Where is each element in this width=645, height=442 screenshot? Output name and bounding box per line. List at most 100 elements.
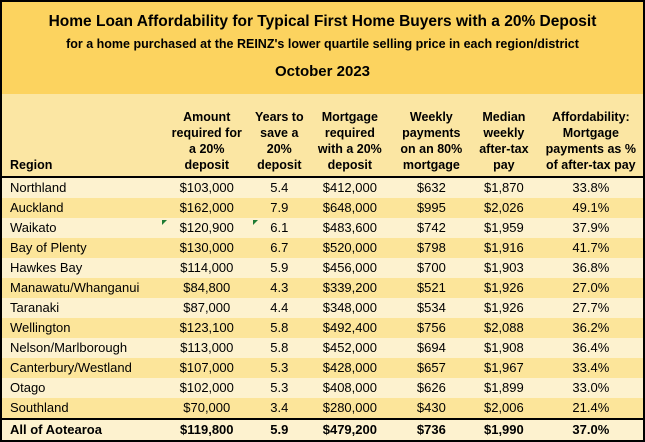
cell-mortgage: $520,000 <box>322 240 377 255</box>
table-row: Northland $103,000 5.4 $412,000 $632 $1,870 33… <box>2 178 643 198</box>
table-row: Hawkes Bay $114,000 5.9 $456,000 $700 $1,903 3… <box>2 258 643 278</box>
cell-region: Wellington <box>10 320 71 335</box>
cell-years: 5.8 <box>270 320 289 335</box>
cell-mortgage: $339,200 <box>322 280 377 295</box>
cell-mortgage: $428,000 <box>322 360 377 375</box>
cell-region: Nelson/Marlborough <box>10 340 128 355</box>
cell-median: $2,006 <box>483 400 524 415</box>
cell-weekly: $657 <box>416 360 446 375</box>
cell-years: 5.4 <box>270 180 289 195</box>
cell-median: $2,088 <box>483 320 524 335</box>
cell-median: $1,926 <box>483 300 524 315</box>
cell-median: $1,967 <box>483 360 524 375</box>
column-header-weekly: Weekly payments on an 80% mortgage <box>400 110 463 172</box>
column-header-afford: Affordability: Mortgage payments as % of… <box>545 110 636 172</box>
cell-years: 4.3 <box>270 280 289 295</box>
cell-afford: 36.4% <box>572 340 610 355</box>
cell-region: Southland <box>10 400 69 415</box>
table-row: Wellington $123,100 5.8 $492,400 $756 $2,088 3… <box>2 318 643 338</box>
table-row: Manawatu/Whanganui $84,800 4.3 $339,200 $521… <box>2 278 643 298</box>
report-subtitle: for a home purchased at the REINZ's lowe… <box>66 37 579 51</box>
green-flag-icon <box>162 220 168 225</box>
cell-median: $1,990 <box>483 422 524 437</box>
cell-years: 5.9 <box>270 260 289 275</box>
cell-weekly: $700 <box>416 260 446 275</box>
column-header-median: Median weekly after-tax pay <box>479 110 529 172</box>
column-header-mortgage: Mortgage required with a 20% deposit <box>317 110 382 172</box>
cell-afford: 37.0% <box>572 422 610 437</box>
cell-region: Northland <box>10 180 67 195</box>
cell-years: 7.9 <box>270 200 289 215</box>
cell-weekly: $534 <box>416 300 446 315</box>
cell-weekly: $626 <box>416 380 446 395</box>
cell-amount: $120,900 <box>161 218 252 238</box>
column-header-region: Region <box>10 158 53 172</box>
cell-afford: 33.8% <box>572 180 610 195</box>
cell-region: Hawkes Bay <box>10 260 83 275</box>
cell-years: 5.9 <box>270 422 289 437</box>
cell-mortgage: $483,600 <box>322 220 377 235</box>
cell-weekly: $694 <box>416 340 446 355</box>
table-row: Waikato $120,900 6.1 $483,600 $742 $1,959 37.9… <box>2 218 643 238</box>
table-row: Nelson/Marlborough $113,000 5.8 $452,000 $69… <box>2 338 643 358</box>
cell-amount: $123,100 <box>179 320 234 335</box>
table-row: Taranaki $87,000 4.4 $348,000 $534 $1,926 27.7… <box>2 298 643 318</box>
cell-mortgage: $280,000 <box>322 400 377 415</box>
cell-median: $1,926 <box>483 280 524 295</box>
header-divider <box>2 176 643 178</box>
cell-median: $1,959 <box>483 220 524 235</box>
cell-afford: 33.4% <box>572 360 610 375</box>
cell-median: $1,903 <box>483 260 524 275</box>
cell-weekly: $736 <box>416 422 446 437</box>
cell-amount: $70,000 <box>183 400 231 415</box>
cell-mortgage: $452,000 <box>322 340 377 355</box>
cell-mortgage: $479,200 <box>322 422 377 437</box>
report-header: Home Loan Affordability for Typical Firs… <box>2 2 643 94</box>
cell-region: Bay of Plenty <box>10 240 87 255</box>
table-row: Otago $102,000 5.3 $408,000 $626 $1,899 33.0% <box>2 378 643 398</box>
cell-weekly: $995 <box>416 200 446 215</box>
cell-afford: 27.0% <box>572 280 610 295</box>
table-row: Bay of Plenty $130,000 6.7 $520,000 $798 $1,9… <box>2 238 643 258</box>
cell-afford: 37.9% <box>572 220 610 235</box>
cell-years: 6.1 <box>252 218 306 238</box>
table-row: Southland $70,000 3.4 $280,000 $430 $2,006 21.… <box>2 398 643 418</box>
cell-amount: $162,000 <box>179 200 234 215</box>
table-total-row: All of Aotearoa $119,800 5.9 $479,200 $736 $1… <box>2 420 643 440</box>
cell-afford: 41.7% <box>572 240 610 255</box>
cell-years: 5.3 <box>270 360 289 375</box>
cell-years: 6.7 <box>270 240 289 255</box>
cell-mortgage: $412,000 <box>322 180 377 195</box>
cell-weekly: $521 <box>416 280 446 295</box>
cell-median: $1,899 <box>483 380 524 395</box>
cell-median: $1,916 <box>483 240 524 255</box>
cell-median: $1,870 <box>483 180 524 195</box>
cell-mortgage: $348,000 <box>322 300 377 315</box>
cell-years: 4.4 <box>270 300 289 315</box>
cell-region: Canterbury/Westland <box>10 360 132 375</box>
cell-median: $2,026 <box>483 200 524 215</box>
cell-region: Otago <box>10 380 46 395</box>
cell-mortgage: $492,400 <box>322 320 377 335</box>
cell-weekly: $798 <box>416 240 446 255</box>
cell-years: 5.3 <box>270 380 289 395</box>
cell-weekly: $430 <box>416 400 446 415</box>
table-row: Auckland $162,000 7.9 $648,000 $995 $2,026 49.… <box>2 198 643 218</box>
cell-afford: 36.2% <box>572 320 610 335</box>
cell-amount: $113,000 <box>180 340 234 355</box>
cell-amount: $87,000 <box>183 300 231 315</box>
cell-amount: $103,000 <box>179 180 234 195</box>
cell-afford: 49.1% <box>572 200 610 215</box>
table-body: Northland $103,000 5.4 $412,000 $632 $1,870 33… <box>2 178 643 418</box>
table-header-row: Region Amount required for a 20% deposit Y… <box>2 94 643 176</box>
column-header-amount: Amount required for a 20% deposit <box>171 110 242 172</box>
cell-years: 3.4 <box>270 400 289 415</box>
report-date: October 2023 <box>274 63 371 80</box>
cell-mortgage: $456,000 <box>322 260 377 275</box>
cell-amount: $102,000 <box>179 380 234 395</box>
cell-region: Manawatu/Whanganui <box>10 280 140 295</box>
cell-median: $1,908 <box>483 340 524 355</box>
column-header-years: Years to save a 20% deposit <box>254 110 304 172</box>
cell-amount: $114,000 <box>180 260 234 275</box>
